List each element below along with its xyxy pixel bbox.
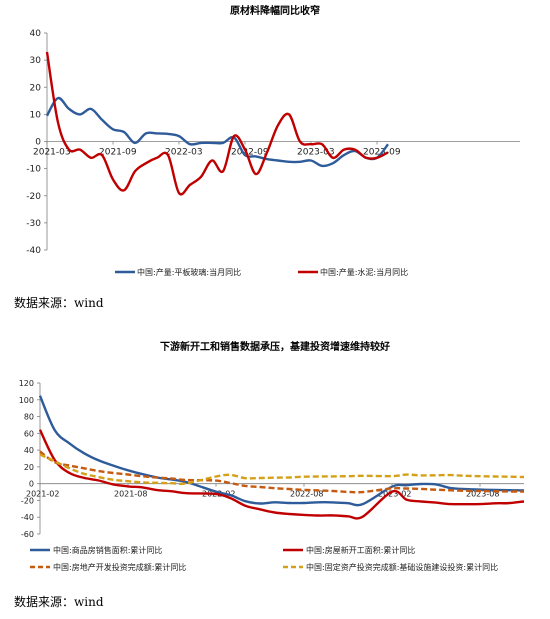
series-line-2 [38, 429, 525, 520]
legend-label-4: 中国:固定资产投资完成额:基础设施建设投资:累计同比 [306, 562, 498, 572]
chart-title: 下游新开工和销售数据承压，基建投资增速维持较好 [160, 340, 390, 353]
legend-label-2: 中国:产量:水泥:当月同比 [320, 267, 408, 277]
y-tick-label: 80 [24, 413, 34, 422]
x-tick-label: 2022-08 [290, 490, 323, 499]
source-note-1: 数据来源：wind [14, 296, 104, 310]
x-tick-label: 2023-02 [378, 490, 411, 499]
chart-1: 原材料降幅同比收窄 40 30 20 10 0 -10 -20 -30 -40 2021-03 202… [26, 4, 520, 277]
y-tick-label: 40 [30, 29, 42, 39]
y-tick-label: -30 [26, 219, 41, 229]
y-tick-label: 60 [24, 429, 34, 438]
chart-block-1: 原材料降幅同比收窄 40 30 20 10 0 -10 -20 -30 -40 2021-03 202… [0, 0, 550, 294]
x-tick-label: 2021-02 [26, 490, 59, 499]
y-tick-label: 20 [30, 83, 42, 93]
y-tick-label: 20 [24, 463, 34, 472]
series-line-4 [39, 453, 525, 486]
chart-block-2: 下游新开工和销售数据承压，基建投资增速维持较好 120 100 80 60 40 20 0 -2… [0, 336, 550, 595]
y-tick-label: -60 [21, 530, 34, 539]
y-tick-label: 40 [24, 446, 34, 455]
x-tick-label: 2022-03 [165, 148, 203, 158]
y-tick-label: 120 [19, 379, 34, 388]
legend-label-1: 中国:商品房销售面积:累计同比 [53, 545, 162, 555]
y-tick-label: -40 [26, 246, 41, 256]
y-tick-label: -20 [26, 192, 41, 202]
x-tick-label: 2021-08 [114, 490, 147, 499]
series-line-3 [39, 450, 525, 494]
legend-label-1: 中国:产量:平板玻璃:当月同比 [137, 267, 241, 277]
y-tick-label: 100 [19, 396, 34, 405]
x-tick-label: 2022-09 [231, 148, 269, 158]
y-tick-label: -10 [26, 165, 41, 175]
y-tick-label: 30 [30, 56, 42, 66]
y-tick-label: -40 [21, 513, 34, 522]
x-tick-label: 2023-03 [297, 148, 335, 158]
x-tick-label: 2021-03 [33, 148, 71, 158]
y-tick-label: 0 [29, 480, 34, 489]
series-line-1 [38, 395, 525, 507]
legend-label-2: 中国:房屋新开工面积:累计同比 [306, 545, 415, 555]
y-tick-label: 0 [35, 138, 41, 148]
y-tick-label: -20 [21, 496, 34, 505]
series-line-2 [45, 51, 389, 196]
legend-label-3: 中国:房地产开发投资完成额:累计同比 [53, 562, 186, 572]
x-tick-label: 2021-09 [99, 148, 137, 158]
x-tick-label: 2023-08 [466, 490, 499, 499]
chart-title: 原材料降幅同比收窄 [230, 4, 320, 17]
chart-2: 下游新开工和销售数据承压，基建投资增速维持较好 120 100 80 60 40 20 0 -2… [19, 340, 525, 572]
y-tick-label: 10 [30, 110, 42, 120]
series-line-1 [45, 96, 389, 168]
source-note-2: 数据来源：wind [14, 595, 104, 609]
